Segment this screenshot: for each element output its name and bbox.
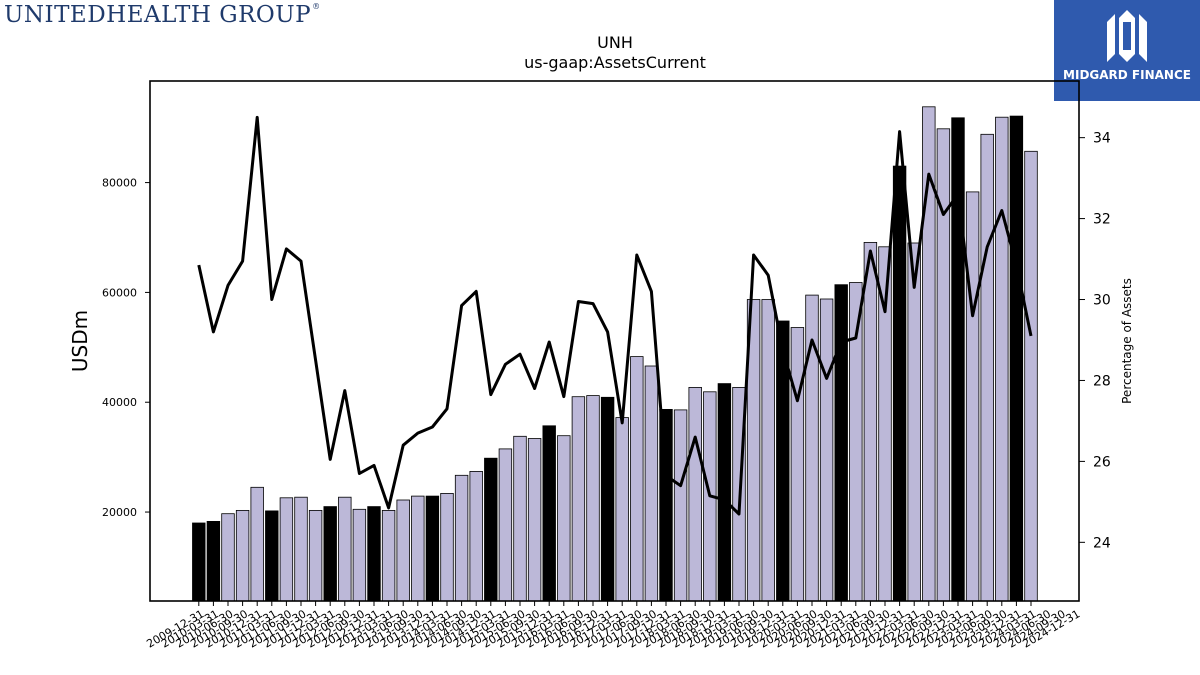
- right-logo-text: MIDGARD FINANCE: [1063, 68, 1191, 82]
- bar-2016-09-30: [586, 395, 600, 602]
- bar-2015-03-31: [498, 448, 513, 602]
- y2-axis-label: Percentage of Assets: [1120, 278, 1134, 404]
- bar-2014-06-30: [454, 474, 469, 602]
- y2-tick-label: 26: [1093, 454, 1111, 470]
- bar-2013-09-30: [411, 495, 425, 602]
- bar-2015-12-31: [542, 425, 556, 602]
- bar-2017-09-30: [644, 365, 659, 602]
- bar-2018-06-30: [688, 386, 702, 602]
- bar-2011-09-30: [294, 496, 308, 602]
- bar-2014-12-31: [484, 457, 498, 602]
- bar-2009-12-31: [192, 522, 206, 602]
- bar-2022-03-31: [907, 242, 921, 602]
- y-axis-label: USDm: [68, 310, 92, 372]
- bar-2023-12-31: [1009, 115, 1024, 602]
- bar-2021-06-30: [863, 241, 878, 602]
- bar-2012-06-30: [338, 496, 352, 602]
- bar-2015-09-30: [527, 438, 542, 602]
- bar-2015-06-30: [513, 435, 527, 602]
- bar-2012-12-31: [367, 506, 381, 602]
- bar-2018-12-31: [717, 383, 732, 602]
- left-logo-registered-mark: ®: [312, 2, 321, 11]
- bar-2018-03-31: [673, 409, 688, 602]
- bar-2017-03-31: [615, 417, 629, 602]
- chart-title: UNH: [597, 33, 633, 52]
- bar-2021-12-31: [892, 165, 907, 602]
- bar-2010-09-30: [235, 509, 250, 602]
- chart-subtitle: us-gaap:AssetsCurrent: [524, 53, 706, 72]
- y2-tick-label: 32: [1093, 212, 1111, 228]
- bar-2023-09-30: [995, 116, 1009, 602]
- bar-2014-09-30: [469, 470, 483, 602]
- bar-2022-12-31: [951, 117, 965, 602]
- midgard-emblem-icon: [1107, 10, 1147, 62]
- left-logo-text: UNITEDHEALTH GROUP: [4, 2, 312, 28]
- bar-2020-03-31: [790, 327, 805, 602]
- bar-2011-06-30: [279, 497, 294, 602]
- bar-2010-03-31: [206, 521, 221, 602]
- bar-2010-12-31: [250, 486, 264, 602]
- unitedhealth-group-logo: UNITEDHEALTH GROUP®: [4, 2, 321, 28]
- bar-2023-06-30: [980, 133, 994, 602]
- bar-2014-03-31: [440, 492, 454, 602]
- bar-2016-03-31: [557, 435, 571, 602]
- y2-tick-label: 34: [1093, 131, 1111, 147]
- bars-layer: [192, 106, 1038, 602]
- y-tick-label: 80000: [102, 177, 137, 190]
- plot-frame: [149, 80, 1080, 602]
- bar-2012-09-30: [352, 508, 367, 602]
- bar-2023-03-31: [965, 191, 980, 602]
- bar-2013-12-31: [425, 495, 440, 602]
- y2-tick-label: 28: [1093, 373, 1111, 389]
- y-tick-label: 60000: [102, 286, 137, 299]
- bar-2020-09-30: [819, 298, 834, 602]
- bar-2016-12-31: [600, 396, 615, 602]
- bar-2016-06-30: [571, 396, 586, 602]
- percentage-line: [197, 115, 1033, 516]
- bar-2010-06-30: [221, 513, 235, 602]
- y2-tick-label: 30: [1093, 293, 1111, 309]
- y-tick-label: 40000: [102, 396, 137, 409]
- bar-2020-12-31: [834, 284, 848, 602]
- bar-2013-03-31: [381, 509, 396, 602]
- bar-2013-06-30: [396, 499, 410, 602]
- bar-2012-03-31: [323, 506, 337, 602]
- line-layer: [197, 115, 1033, 516]
- bar-2011-12-31: [308, 509, 323, 602]
- bar-2017-06-30: [630, 356, 644, 602]
- bar-2024-03-31: [1024, 150, 1038, 602]
- bar-2011-03-31: [265, 510, 279, 602]
- bar-2019-09-30: [761, 299, 775, 602]
- y2-tick-label: 24: [1093, 535, 1111, 551]
- y-tick-label: 20000: [102, 506, 137, 519]
